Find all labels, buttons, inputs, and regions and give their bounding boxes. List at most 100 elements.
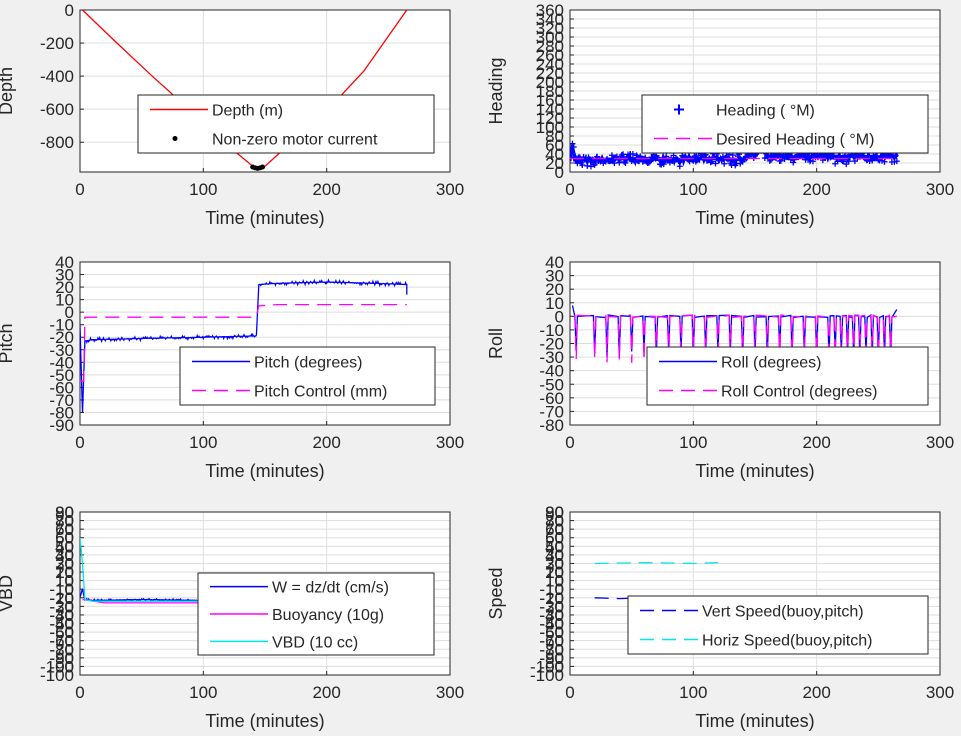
legend-label: Depth (m)	[212, 103, 283, 120]
data-point	[893, 158, 900, 165]
y-tick-label: 80	[55, 512, 74, 531]
y-tick-label: 10	[545, 572, 564, 591]
data-point	[676, 163, 683, 170]
data-point	[616, 159, 623, 166]
y-tick-label: 340	[536, 10, 564, 29]
y-tick-label-overlap: 20	[545, 554, 564, 573]
legend: Depth (m) Non-zero motor current	[137, 94, 435, 154]
y-tick-label-overlap: -40	[49, 606, 74, 625]
x-tick-label: 300	[436, 180, 464, 199]
y-tick-label: -10	[49, 589, 74, 608]
y-tick-label: -70	[49, 391, 74, 410]
x-tick-label: 200	[312, 180, 340, 199]
plot-lines	[80, 278, 408, 413]
y-tick-label: 50	[55, 537, 74, 556]
data-point	[718, 157, 725, 164]
y-tick-label: -40	[539, 362, 564, 381]
y-tick-label: 140	[536, 100, 564, 119]
y-tick-label: -50	[539, 375, 564, 394]
y-tick-label: 50	[545, 537, 564, 556]
data-point	[721, 160, 728, 167]
legend: Roll (degrees) Roll Control (degrees)	[646, 346, 929, 406]
y-tick-label: -60	[539, 389, 564, 408]
legend-label: Non-zero motor current	[212, 132, 378, 149]
x-tick-label: 300	[926, 683, 954, 702]
legend: Vert Speed(buoy,pitch) Horiz Speed(buoy,p…	[627, 595, 929, 655]
series-line	[574, 314, 897, 365]
y-tick-label-overlap: 80	[545, 503, 564, 522]
y-tick-label: 200	[536, 73, 564, 92]
y-tick-label: 30	[55, 554, 74, 573]
y-tick-label-overlap: -60	[539, 623, 564, 642]
x-axis-label: Time (minutes)	[695, 208, 814, 228]
x-tick-label: 100	[679, 180, 707, 199]
x-tick-label: 100	[189, 180, 217, 199]
x-axis-label: Time (minutes)	[695, 711, 814, 731]
data-point	[579, 162, 586, 169]
y-tick-label: 0	[555, 163, 564, 182]
plot-lines	[594, 561, 719, 600]
y-tick-label-overlap: -90	[49, 649, 74, 668]
data-point	[629, 150, 636, 157]
data-point	[570, 144, 577, 151]
y-tick-label-overlap: 70	[545, 512, 564, 531]
data-point	[696, 156, 703, 163]
y-tick-label: -10	[49, 316, 74, 335]
depth-panel: 0 100 200 300 0 -200 -400 -600 -800 Time (minutes…	[0, 1, 464, 228]
legend-label: W = dz/dt (cm/s)	[272, 580, 389, 597]
y-tick-label: -400	[40, 67, 74, 86]
y-tick-label-overlap: 10	[545, 563, 564, 582]
y-tick-label: -60	[539, 632, 564, 651]
y-tick-label: -60	[49, 378, 74, 397]
y-tick-label: 320	[536, 19, 564, 38]
data-point	[881, 158, 888, 165]
y-axis-label: Pitch	[0, 323, 16, 363]
y-tick-label: -10	[539, 321, 564, 340]
y-tick-label: 160	[536, 91, 564, 110]
data-point	[620, 151, 627, 158]
data-point	[621, 158, 628, 165]
data-point	[624, 154, 631, 161]
legend-label: Desired Heading ( °M)	[716, 132, 874, 149]
y-tick-label-overlap: -70	[49, 632, 74, 651]
y-tick-label-overlap: -10	[539, 580, 564, 599]
legend: Heading ( °M) Desired Heading ( °M)	[641, 94, 929, 154]
data-point	[874, 152, 881, 159]
x-tick-label: 100	[189, 433, 217, 452]
y-tick-label-overlap: -60	[49, 623, 74, 642]
data-point	[707, 159, 714, 166]
legend-label: Vert Speed(buoy,pitch)	[702, 604, 864, 621]
legend-marker	[674, 104, 684, 115]
data-point	[781, 156, 788, 163]
y-tick-label: -70	[539, 640, 564, 659]
y-tick-label-overlap: -70	[539, 632, 564, 651]
y-tick-label: 40	[545, 546, 564, 565]
y-tick-label: 90	[545, 503, 564, 522]
y-tick-label: 30	[545, 554, 564, 573]
plot-lines	[570, 140, 900, 170]
x-tick-label: 100	[679, 683, 707, 702]
y-tick-label-overlap: -10	[49, 580, 74, 599]
y-tick-label: 20	[545, 154, 564, 173]
y-tick-label: 240	[536, 55, 564, 74]
legend-label: Horiz Speed(buoy,pitch)	[702, 633, 872, 650]
y-tick-label: -20	[539, 597, 564, 616]
axes-box	[79, 511, 451, 676]
y-tick-label: -20	[539, 335, 564, 354]
y-tick-label-overlap: 60	[55, 520, 74, 539]
legend-box	[641, 94, 929, 154]
y-tick-label: -100	[530, 666, 564, 685]
y-tick-label-overlap: 50	[545, 529, 564, 548]
y-tick-label-overlap: 60	[545, 520, 564, 539]
y-tick-label: -100	[40, 666, 74, 685]
y-tick-label: 300	[536, 28, 564, 47]
x-tick-label: 200	[802, 683, 830, 702]
x-tick-label: 200	[312, 433, 340, 452]
y-tick-label-overlap: -50	[49, 615, 74, 634]
y-tick-label-overlap: 20	[55, 554, 74, 573]
y-tick-label: -80	[539, 649, 564, 668]
x-tick-label: 300	[926, 180, 954, 199]
y-tick-label: 360	[536, 1, 564, 20]
y-tick-label: -80	[539, 416, 564, 435]
legend-box	[627, 595, 929, 655]
